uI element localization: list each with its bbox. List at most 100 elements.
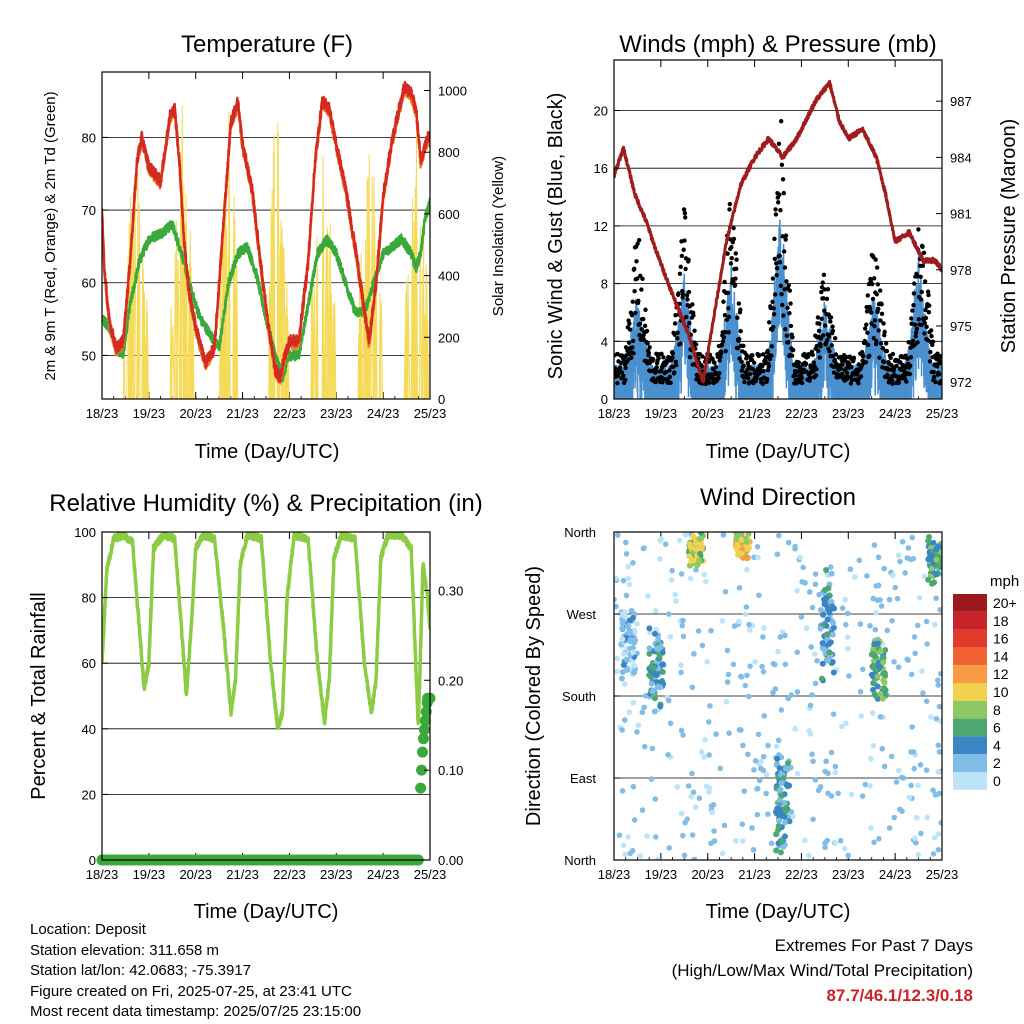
gust-point	[781, 190, 787, 196]
direction-point	[635, 722, 642, 729]
solar-spike	[364, 239, 367, 399]
direction-point	[680, 633, 687, 640]
gust-point	[822, 308, 827, 313]
direction-point	[832, 763, 839, 770]
direction-point	[697, 550, 704, 557]
direction-point	[857, 688, 864, 695]
gust-point	[691, 313, 696, 318]
gust-point	[781, 313, 786, 318]
direction-point	[685, 783, 692, 789]
direction-point	[913, 814, 920, 821]
gust-point	[733, 251, 739, 256]
direction-point	[936, 749, 942, 755]
recent-data-text: Most recent data timestamp: 2025/07/25 2…	[30, 1003, 362, 1020]
gust-point	[888, 355, 893, 361]
gust-point	[862, 326, 868, 331]
direction-point	[625, 834, 632, 840]
gust-point	[772, 292, 778, 297]
direction-point	[751, 766, 757, 773]
humidity-xtick-label: 25/23	[414, 867, 447, 882]
direction-point	[750, 846, 757, 853]
direction-point	[873, 610, 880, 616]
solar-spike	[138, 204, 141, 399]
direction-point	[649, 669, 656, 676]
direction-point	[880, 670, 887, 677]
winds-ytick-label: 12	[594, 219, 608, 234]
direction-point	[805, 852, 812, 859]
gust-point	[636, 238, 642, 243]
gust-point	[678, 264, 683, 269]
winds-ytick-right-label: 987	[950, 94, 972, 109]
winds-ytick-right-label: 981	[950, 207, 972, 222]
gust-point	[693, 342, 699, 347]
gust-point	[905, 356, 910, 361]
gust-point	[923, 315, 929, 321]
temperature-axes: 18/23 19/23 20/23 21/23 22/23 23/23 24/23 25/23	[86, 72, 446, 421]
direction-point	[933, 715, 940, 722]
direction-point	[877, 714, 884, 720]
gust-point	[928, 328, 934, 333]
temperature-ytick-right-label: 1000	[438, 84, 467, 99]
direction-point	[699, 642, 706, 649]
gust-point	[627, 327, 633, 332]
location-text: Location: Deposit	[30, 921, 146, 938]
direction-point	[823, 758, 829, 765]
direction-point	[655, 636, 662, 643]
gust-point	[783, 327, 788, 332]
direction-point	[689, 684, 696, 691]
direction-ytick-label: West	[567, 607, 597, 622]
extremes-title: Extremes For Past 7 Days	[774, 936, 973, 955]
direction-point	[619, 788, 626, 794]
direction-title: Wind Direction	[700, 484, 856, 511]
direction-ytick-label: East	[570, 771, 596, 786]
direction-point	[928, 714, 934, 720]
gust-point	[624, 353, 629, 358]
direction-point	[829, 631, 836, 638]
gust-point	[773, 207, 778, 212]
gust-point	[788, 301, 793, 306]
gust-point	[716, 375, 721, 381]
solar-spike	[328, 231, 332, 399]
gust-point	[851, 355, 857, 361]
direction-point	[830, 711, 837, 717]
winds-xtick-label: 25/23	[926, 406, 959, 421]
solar-spike	[326, 256, 330, 399]
gust-point	[840, 362, 845, 367]
gust-point	[789, 353, 795, 358]
direction-point	[781, 833, 788, 840]
rain-point	[417, 746, 429, 758]
direction-point	[803, 625, 810, 632]
gust-point	[830, 324, 835, 329]
gust-point	[636, 298, 641, 304]
direction-point	[746, 627, 753, 633]
gust-point	[799, 380, 805, 386]
direction-point	[876, 835, 882, 842]
gust-point	[681, 247, 686, 252]
direction-point	[725, 671, 732, 678]
direction-point	[797, 554, 803, 561]
wind-direction-series	[614, 532, 942, 860]
direction-point	[744, 538, 751, 545]
gust-point	[929, 334, 934, 339]
gust-point	[661, 355, 666, 360]
gust-point	[907, 371, 912, 377]
gust-point	[772, 256, 778, 262]
direction-point	[736, 618, 742, 625]
direction-point	[641, 704, 647, 711]
gust-point	[870, 296, 876, 302]
gust-point	[784, 279, 789, 284]
direction-point	[738, 550, 745, 557]
gust-point	[646, 350, 652, 356]
gust-point	[784, 333, 790, 338]
gust-point	[913, 330, 919, 335]
gust-point	[679, 253, 685, 259]
gust-point	[879, 311, 885, 317]
direction-point	[815, 787, 822, 794]
legend-swatch	[953, 736, 987, 755]
gust-point	[629, 355, 634, 361]
direction-point	[618, 675, 625, 682]
direction-point	[862, 781, 869, 788]
direction-point	[812, 651, 818, 657]
direction-point	[872, 626, 879, 633]
